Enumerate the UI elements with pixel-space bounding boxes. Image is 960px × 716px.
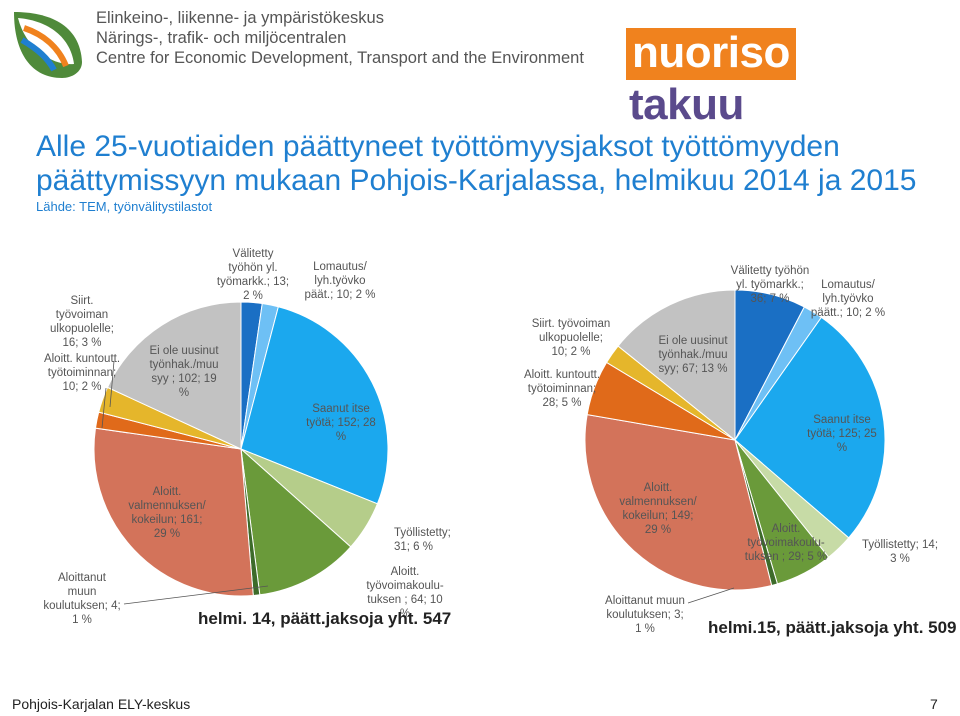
leader-line-aloittanut-muun-koulutuksen (123, 585, 269, 605)
slice-label-valitetty-tyohon-yl-tyomarkk: Välitetty työhön yl. työmarkk.; 13; 2 % (217, 248, 289, 302)
footer-organization: Pohjois-Karjalan ELY-keskus (12, 696, 191, 712)
slice-label-ei-ole-uusinut-tyonhak-muu-syy: Ei ole uusinut työnhak./muu syy; 67; 13 % (658, 335, 728, 375)
org-name-swedish: Närings-, trafik- och miljöcentralen (96, 29, 347, 47)
pie-chart-title: helmi. 14, päätt.jaksoja yht. 547 (198, 609, 451, 628)
slice-label-saanut-itse-tyota: Saanut itse työtä; 152; 28% (306, 403, 376, 443)
leader-line-aloittanut-muun-koulutuksen (687, 587, 735, 604)
pie-slice-aloitt-valmennuksen-kokeilun (93, 427, 254, 597)
slice-label-aloitt-valmennuksen-kokeilun: Aloitt. valmennuksen/kokeilun; 161; 29 % (128, 486, 206, 540)
pie-slice-ei-ole-uusinut-tyonhak-muu-syy (106, 301, 242, 450)
slice-label-siirt-tyovoiman-ulkopuolelle: Siirt. työvoiman ulkopuolelle; 16; 3 % (50, 295, 114, 349)
slice-label-lomautus-lyh-tyovko-paatt: Lomautus/lyh.työvko päätt.; 10; 2 % (811, 279, 885, 319)
page-number: 7 (930, 696, 938, 712)
data-source: Lähde: TEM, työnvälitystilastot (36, 199, 213, 214)
slice-label-aloitt-tyovoimakoulutuksen: Aloitt. työvoimakoulu-tuksen ; 64; 10% (366, 566, 444, 620)
org-name-english: Centre for Economic Development, Transpo… (96, 49, 584, 67)
slice-label-siirt-tyovoiman-ulkopuolelle: Siirt. työvoiman ulkopuolelle; 10; 2 % (532, 318, 611, 358)
slice-label-saanut-itse-tyota: Saanut itse työtä; 125; 25% (807, 414, 877, 454)
pie-chart-1: Välitetty työhön yl. työmarkk.; 13; 2 % Loma… (43, 248, 451, 628)
slice-label-aloittanut-muun-koulutuksen: Aloittanut muun koulutuksen; 3; 1 % (605, 595, 685, 635)
pie-chart-2: Välitetty työhön yl. työmarkk.; 36; 7 %Lom… (524, 265, 957, 637)
slide-title-line-1: Alle 25-vuotiaiden päättyneet työttömyys… (36, 130, 840, 163)
slice-label-lomautus-lyh-tyovko-paat: Lomautus/lyh.työvko päät.; 10; 2 % (305, 261, 376, 301)
brand-part-1: nuoriso (626, 28, 796, 80)
organization-name: Elinkeino-, liikenne- ja ympäristökeskus… (96, 8, 584, 68)
leader-line-siirt-tyovoiman-ulkopuolelle (109, 360, 115, 408)
slide-title: Alle 25-vuotiaiden päättyneet työttömyys… (36, 130, 936, 198)
pie-slice-ei-ole-uusinut-tyonhak-muu-syy (617, 289, 736, 442)
slice-label-aloitt-tyovoimakoulutuksen: Aloitt. työvoimakoulu-tuksen ; 29; 5 % (745, 523, 827, 563)
brand-part-2: takuu (629, 80, 744, 129)
slice-label-aloitt-kuntoutt-tyotoiminnan: Aloitt. kuntoutt. työtoiminnan; 10; 2 % (44, 353, 120, 393)
slice-label-aloitt-valmennuksen-kokeilun: Aloitt. valmennuksen/kokeilun; 149; 29 % (619, 482, 697, 536)
pie-slice-aloitt-tyovoimakoulutuksen (240, 447, 352, 596)
org-name-finnish: Elinkeino-, liikenne- ja ympäristökeskus (96, 9, 384, 27)
pie-slice-aloitt-valmennuksen-kokeilun (584, 414, 773, 591)
pie-chart-title: helmi.15, päätt.jaksoja yht. 509 (708, 618, 957, 637)
nuorisotakuu-logo: nuorisotakuu (626, 28, 880, 129)
slice-label-tyollistetty: Työllistetty; 31; 6 % (394, 527, 451, 553)
slide-title-line-2: päättymissyyn mukaan Pohjois-Karjalassa,… (36, 164, 917, 197)
slice-label-aloittanut-muun-koulutuksen: Aloittanut muun koulutuksen; 4; 1 % (43, 572, 120, 626)
pie-slice-saanut-itse-tyota (734, 316, 886, 539)
leader-line-aloitt-kuntoutt-tyotoiminnan (101, 387, 107, 429)
pie-slice-saanut-itse-tyota (240, 306, 389, 505)
slice-label-tyollistetty: Työllistetty; 14; 3 % (862, 539, 938, 565)
slice-label-ei-ole-uusinut-tyonhak-muu-syy: Ei ole uusinut työnhak./muu syy ; 102; 19% (149, 345, 219, 399)
ely-logo-icon (14, 12, 82, 78)
slice-label-aloitt-kuntoutt-tyotoiminnan: Aloitt. kuntoutt. työtoiminnan; 28; 5 % (524, 369, 600, 409)
slice-label-valitetty-tyohon-yl-tyomarkk: Välitetty työhön yl. työmarkk.; 36; 7 % (731, 265, 810, 305)
